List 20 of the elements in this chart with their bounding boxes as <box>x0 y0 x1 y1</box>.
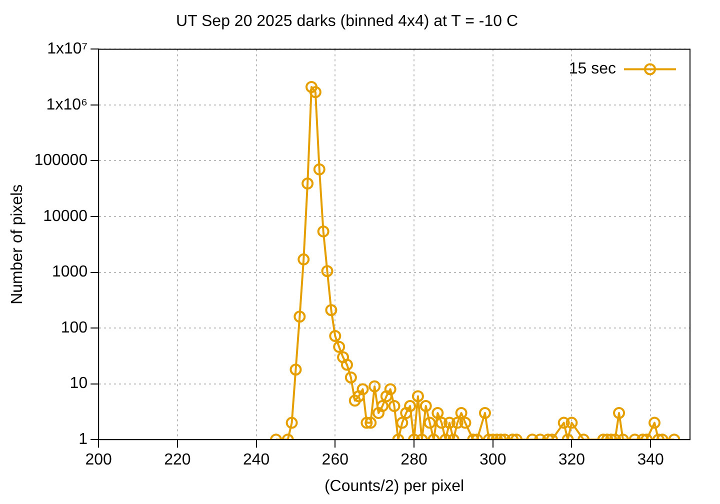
x-tick-label: 260 <box>322 452 349 469</box>
y-tick-label: 1x10⁶ <box>46 96 88 114</box>
x-tick-label: 300 <box>480 452 506 469</box>
y-tick-label: 10000 <box>43 208 88 225</box>
x-axis-title: (Counts/2) per pixel <box>324 478 464 495</box>
x-tick-label: 280 <box>400 452 428 469</box>
x-tick-label: 240 <box>242 452 270 469</box>
x-tick-label: 340 <box>637 452 664 469</box>
y-tick-label: 10 <box>70 375 88 392</box>
x-tick-label: 220 <box>164 452 191 469</box>
x-tick-label: 320 <box>558 452 586 469</box>
y-tick-label: 100 <box>60 319 88 336</box>
y-axis-title: Number of pixels <box>9 184 26 304</box>
y-tick-label: 1 <box>78 431 88 448</box>
y-tick-label: 1000 <box>52 264 88 281</box>
chart-title: UT Sep 20 2025 darks (binned 4x4) at T = -10 C <box>176 13 518 30</box>
y-tick-label: 1x10⁷ <box>47 40 88 58</box>
legend-label: 15 sec <box>568 60 616 78</box>
y-tick-label: 100000 <box>34 152 88 170</box>
x-tick-label: 200 <box>85 452 112 469</box>
